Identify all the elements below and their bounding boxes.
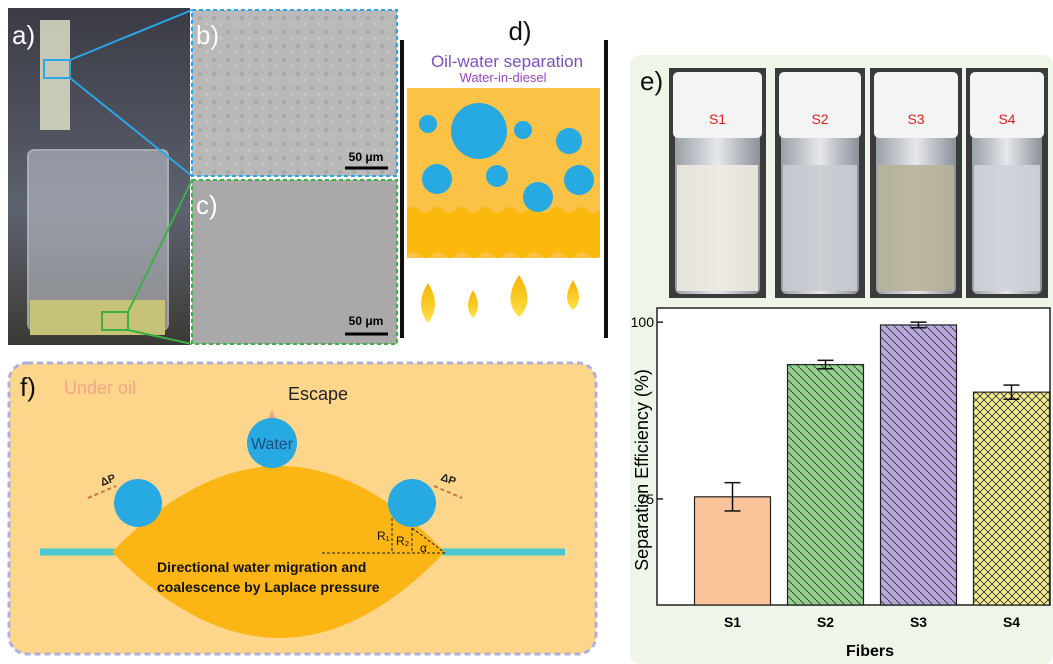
x-axis-title: Fibers	[846, 643, 894, 660]
medium-label: Under oil	[64, 378, 136, 398]
bar	[974, 392, 1050, 605]
x-tick-label: S2	[817, 614, 834, 630]
y-tick-label: 100	[631, 314, 655, 330]
fiber-membrane	[407, 207, 600, 258]
bottle-label: S2	[811, 111, 828, 127]
scale-label: 50 μm	[349, 150, 384, 164]
figure: a) b) 50 μm c) 50 μm d) Oil-water separa…	[0, 0, 1053, 664]
panel-label: d)	[508, 16, 531, 46]
y-axis-title: Separation Efficiency (%)	[632, 369, 652, 571]
cap	[779, 72, 861, 138]
caption: Directional water migration and	[157, 559, 366, 575]
water-layer	[30, 300, 165, 335]
water-drop	[388, 479, 436, 527]
caption: coalescence by Laplace pressure	[157, 579, 380, 595]
panel-c: c) 50 μm	[192, 180, 397, 344]
liquid	[677, 165, 758, 291]
panel-label: c)	[196, 190, 218, 220]
liquid	[783, 165, 857, 291]
radius-label: R₂	[396, 534, 410, 548]
radius-label: R₁	[377, 529, 390, 543]
panel-f: f) Under oil Escape Water ΔP ΔP R₁ R₂ α …	[9, 363, 596, 654]
bar	[788, 365, 864, 605]
bar	[695, 497, 771, 605]
panel-title: Oil-water separation	[431, 52, 583, 71]
angle-label: α	[420, 541, 427, 555]
panel-subtitle: Water-in-diesel	[460, 70, 547, 85]
bar	[881, 325, 957, 605]
panel-label: e)	[640, 66, 663, 96]
water-drop	[114, 479, 162, 527]
liquid	[974, 165, 1040, 291]
bottle-label: S4	[998, 111, 1015, 127]
liquid	[878, 165, 954, 291]
bottle-label: S3	[907, 111, 924, 127]
panel-b: b) 50 μm	[192, 10, 397, 176]
x-tick-label: S3	[910, 614, 927, 630]
cap	[874, 72, 958, 138]
x-tick-label: S4	[1003, 614, 1020, 630]
panel-label: f)	[20, 372, 36, 402]
bottle-label: S1	[709, 111, 726, 127]
cap	[970, 72, 1044, 138]
panel-a: a)	[8, 8, 192, 345]
water-label: Water	[251, 436, 294, 453]
cap	[673, 72, 762, 138]
escape-label: Escape	[288, 384, 348, 404]
panel-label: a)	[12, 20, 35, 50]
panel-d: d) Oil-water separation Water-in-diesel	[402, 16, 606, 338]
panel-label: b)	[196, 20, 219, 50]
scale-label: 50 μm	[349, 314, 384, 328]
x-tick-label: S1	[724, 614, 741, 630]
